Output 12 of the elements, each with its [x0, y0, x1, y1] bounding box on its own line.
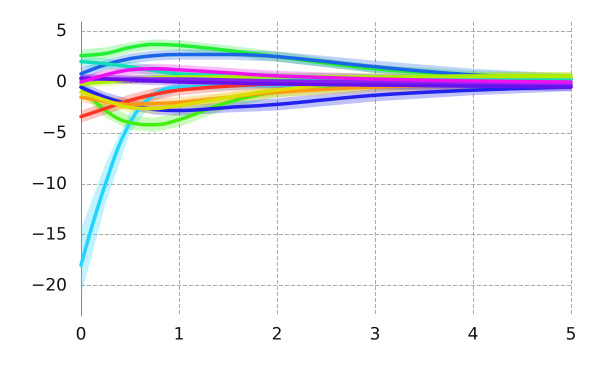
- x-tick-label: 4: [468, 324, 478, 344]
- y-tick-label: −20: [31, 275, 67, 296]
- y-tick-label: 5: [56, 21, 67, 42]
- y-tick-label: −5: [42, 122, 67, 143]
- x-tick-label: 3: [370, 324, 380, 344]
- x-tick-label: 2: [272, 324, 282, 344]
- y-tick-label: 0: [56, 72, 67, 92]
- x-tick-label: 0: [76, 324, 86, 344]
- y-tick-label: −10: [31, 174, 67, 194]
- x-tick-label: 1: [174, 324, 184, 344]
- y-tick-label: −15: [31, 224, 67, 245]
- x-tick-label: 5: [566, 324, 576, 344]
